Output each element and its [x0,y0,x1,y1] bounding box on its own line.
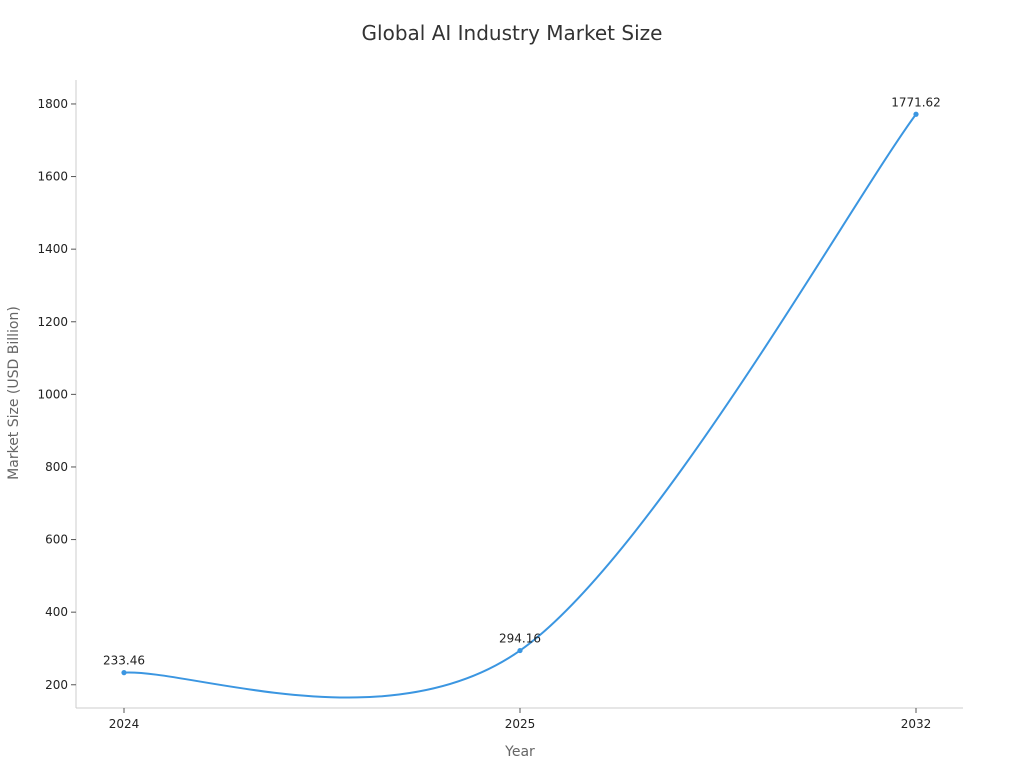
series-layer [123,113,917,699]
y-tick-label: 200 [45,678,68,692]
y-tick-label: 1800 [37,97,68,111]
y-tick-label: 1600 [37,170,68,184]
y-tick-label: 400 [45,605,68,619]
y-tick-label: 1000 [37,387,68,401]
data-labels: 233.46 294.16 1771.62 [103,95,941,667]
series-line [123,113,917,699]
y-tick-label: 1200 [37,315,68,329]
data-label-2024: 233.46 [103,654,145,668]
x-axis-title: Year [504,744,535,760]
y-tick-label: 800 [45,460,68,474]
x-tick-label: 2032 [901,717,932,731]
data-points [121,111,919,676]
x-tick-label: 2024 [109,717,140,731]
data-label-2032: 1771.62 [891,95,941,109]
data-label-2025: 294.16 [499,632,541,646]
x-axis-ticks: 2024 2025 2032 [109,708,932,731]
y-tick-label: 600 [45,533,68,547]
chart-title: Global AI Industry Market Size [362,21,663,45]
y-axis-title: Market Size (USD Billion) [6,306,22,480]
x-tick-label: 2025 [505,717,536,731]
y-tick-label: 1400 [37,242,68,256]
data-point-2025 [517,647,523,654]
y-axis-ticks: 200 400 600 800 1000 1200 1400 1600 1800 [37,97,76,692]
data-point-2024 [121,670,127,676]
data-point-2032 [913,111,919,117]
